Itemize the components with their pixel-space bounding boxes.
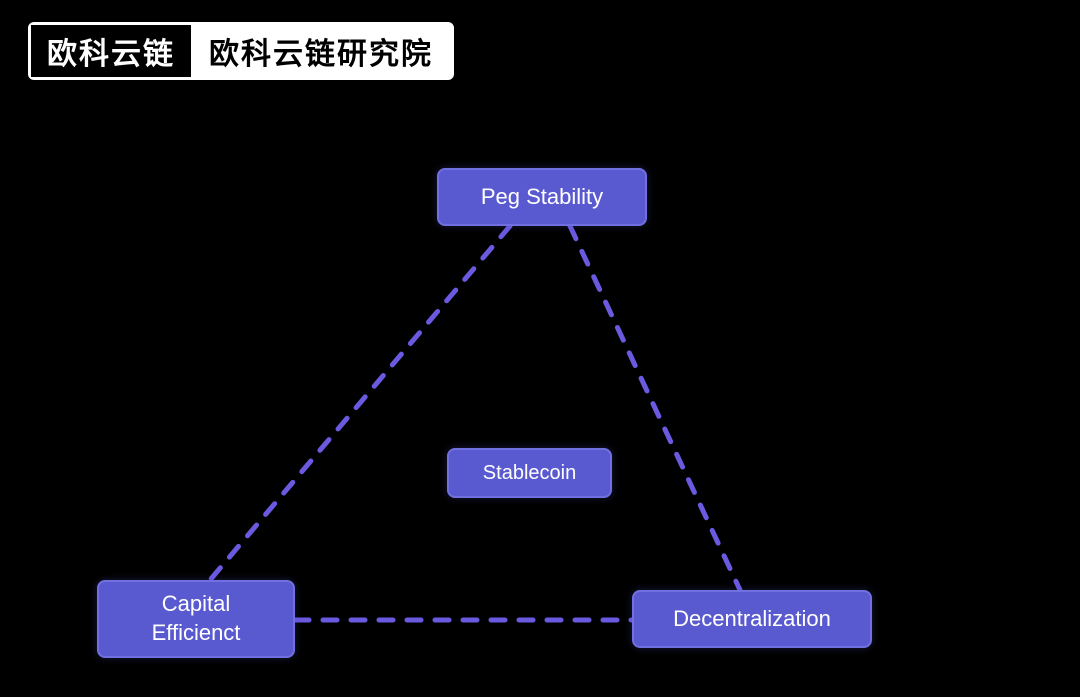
node-label: Stablecoin	[483, 462, 576, 485]
logo-brand: 欧科云链	[31, 25, 191, 77]
node-label: Decentralization	[673, 606, 831, 632]
logo-subtitle: 欧科云链研究院	[191, 25, 451, 77]
node-label: Peg Stability	[481, 184, 603, 210]
node-decentralization: Decentralization	[632, 590, 872, 648]
node-label: Capital Efficienct	[152, 590, 241, 647]
triangle-edge-1	[570, 226, 740, 590]
node-peg-stability: Peg Stability	[437, 168, 647, 226]
logo-badge: 欧科云链 欧科云链研究院	[28, 22, 454, 80]
triangle-edge-0	[210, 226, 510, 580]
node-stablecoin: Stablecoin	[447, 448, 612, 498]
node-capital-efficiency: Capital Efficienct	[97, 580, 295, 658]
